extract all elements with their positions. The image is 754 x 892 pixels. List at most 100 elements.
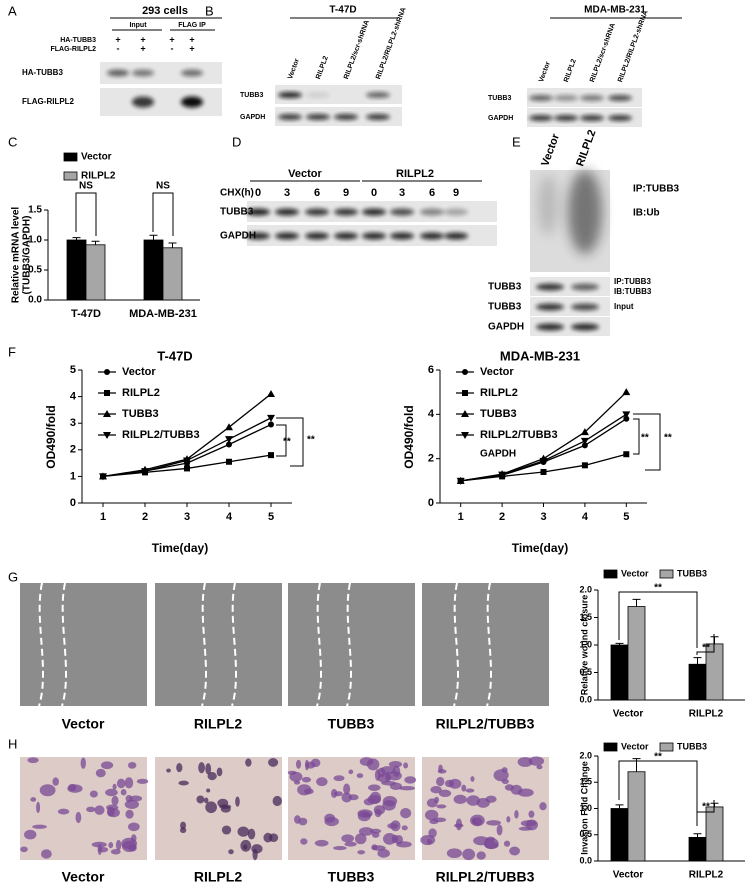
group-label: RILPL2 (396, 168, 434, 180)
y-axis-label: OD490/fold (44, 405, 58, 468)
panel-letter: E (512, 134, 521, 149)
legend-marker (461, 432, 469, 439)
band (181, 96, 203, 108)
band (278, 92, 302, 98)
cell (333, 775, 345, 782)
band (390, 232, 414, 240)
cell (341, 792, 352, 803)
cell (436, 776, 445, 787)
y-axis-label: Invasion Fold Change (579, 761, 589, 855)
band (275, 208, 299, 216)
bar (627, 771, 646, 862)
bar (143, 239, 164, 301)
cell (36, 801, 41, 814)
cell (401, 825, 408, 831)
panel-letter: C (8, 134, 17, 149)
annotation: ** (283, 437, 291, 448)
point (99, 473, 107, 481)
legend-label: TUBB3 (677, 568, 707, 578)
band (107, 69, 129, 77)
point (622, 388, 631, 396)
band (536, 323, 564, 331)
blot-strip (530, 297, 610, 316)
band (529, 115, 553, 121)
cell (517, 757, 533, 767)
band-note: IP:TUBB3 (614, 277, 651, 286)
cell (86, 806, 96, 813)
cell (206, 788, 211, 793)
cell (461, 784, 467, 792)
cell (466, 795, 481, 806)
cell (27, 757, 39, 764)
cell (293, 780, 301, 785)
cell (448, 778, 462, 789)
lane-label: RILPL2/RILPL2-shRNA (617, 10, 650, 84)
x-tick-label: 4 (226, 511, 233, 523)
point (225, 423, 233, 431)
wound-edge (201, 582, 207, 707)
y-tick-label: 0.0 (579, 855, 592, 865)
significance-bracket (633, 418, 640, 455)
image-label: Vector (62, 869, 105, 885)
band (554, 115, 578, 121)
cell (367, 784, 381, 791)
wound-edge (231, 582, 237, 707)
panel-letter: D (232, 134, 241, 149)
band (362, 208, 386, 216)
sign: + (115, 34, 120, 44)
lane-label: RILPL2/scr-shRNA (589, 22, 617, 83)
cell (263, 832, 273, 843)
y-tick-label: 0.0 (579, 694, 592, 704)
band (132, 96, 154, 108)
cell (108, 842, 114, 849)
legend-swatch (63, 152, 78, 162)
error-bar (693, 657, 702, 665)
image-label: Vector (62, 716, 105, 732)
cell (316, 777, 328, 787)
bar (162, 247, 183, 301)
cell (429, 819, 439, 825)
cell (110, 848, 121, 855)
band (246, 208, 270, 216)
cell (268, 758, 279, 767)
cell (399, 786, 416, 791)
x-axis-label: Time(day) (152, 541, 208, 555)
cell (525, 819, 538, 831)
x-tick-label: 5 (623, 511, 629, 523)
cell (528, 810, 535, 818)
cell (107, 808, 120, 818)
x-tick-label: T-47D (71, 308, 101, 320)
cell (363, 798, 375, 806)
bar (66, 239, 87, 301)
time-label: 0 (255, 187, 261, 199)
significance-bracket (618, 591, 698, 648)
cell (465, 788, 475, 793)
band-label: GAPDH (488, 115, 513, 122)
y-axis-label: OD490/fold (402, 405, 416, 468)
cell (217, 798, 229, 808)
wound-image (20, 583, 147, 706)
ubiquitin-smear (568, 170, 602, 254)
cell (362, 812, 372, 818)
band (181, 69, 203, 77)
legend-label: Vector (621, 741, 649, 751)
band (390, 208, 414, 216)
band-label: TUBB3 (240, 92, 263, 99)
cell (94, 805, 105, 815)
blot-strip (530, 317, 610, 336)
point (456, 477, 465, 485)
legend-label: Vector (81, 152, 112, 163)
legend-marker (104, 369, 110, 375)
legend-swatch (659, 742, 674, 752)
wound-image (288, 583, 415, 706)
cell (40, 849, 52, 859)
band (334, 208, 358, 216)
legend-label: TUBB3 (677, 741, 707, 751)
band (275, 232, 299, 240)
error-bar (693, 833, 702, 838)
panel-letter: G (8, 569, 18, 584)
band-label: HA-TUBB3 (22, 68, 63, 77)
cell (437, 769, 447, 774)
cell (91, 841, 107, 848)
